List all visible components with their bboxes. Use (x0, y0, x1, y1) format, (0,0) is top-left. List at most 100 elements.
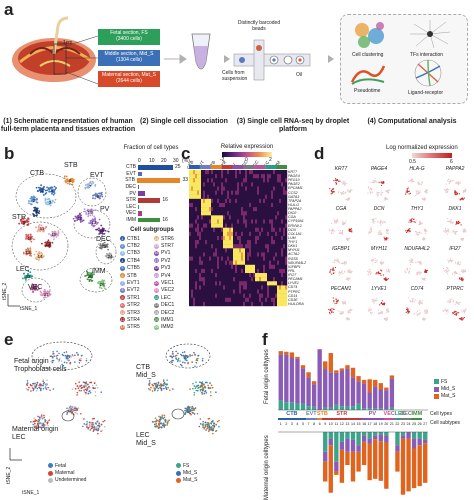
feature-point (383, 262, 385, 264)
heatmap-cell (221, 281, 224, 286)
tsne-point (191, 405, 194, 408)
heatmap-cell (209, 297, 212, 303)
tsne-point (193, 351, 195, 354)
tsne-point (157, 383, 159, 386)
heatmap-cell (195, 219, 198, 224)
heatmap-cell (271, 215, 274, 220)
feature-point (379, 230, 381, 232)
heatmap-cell (249, 227, 252, 233)
heatmap-cell (201, 277, 204, 282)
tsne-point (77, 353, 79, 356)
heatmap-cell (247, 235, 250, 241)
feature-point (421, 303, 424, 305)
tsne-point (54, 198, 57, 201)
feature-point (456, 222, 458, 224)
stacked-bar-segment (356, 381, 361, 404)
feature-point (372, 219, 374, 221)
tsne-point (83, 418, 85, 420)
feature-plot (404, 258, 429, 281)
heatmap-cell (277, 293, 280, 298)
heatmap-cell (273, 248, 276, 253)
heatmap-cell (225, 178, 228, 183)
heatmap-cell (253, 281, 256, 286)
heatmap-cell (283, 227, 286, 233)
tsne-point (55, 355, 58, 357)
heatmap-cell (197, 207, 200, 212)
feature-point (409, 311, 411, 313)
feature-point (408, 193, 410, 195)
tsne-point (25, 278, 27, 281)
heatmap-cell (235, 235, 238, 241)
heatmap-cell (239, 170, 242, 175)
feature-point (345, 261, 347, 263)
feature-point (461, 198, 463, 200)
feature-point (370, 229, 372, 231)
heatmap-cell (257, 240, 260, 245)
heatmap-cell (213, 219, 216, 224)
cluster-outline (15, 173, 77, 219)
heatmap-cell (253, 285, 256, 290)
feature-point (459, 199, 461, 201)
subgroup-name: PV2 (161, 257, 171, 264)
heatmap-cell (257, 285, 260, 290)
heatmap-cell (219, 190, 222, 195)
heatmap-cell (209, 281, 212, 286)
heatmap-cell (207, 178, 210, 183)
feature-point (409, 192, 411, 194)
heatmap-cell (249, 207, 252, 212)
heatmap-cell (215, 186, 218, 191)
heatmap-cell (223, 207, 226, 212)
heatmap-cell (277, 194, 280, 200)
feature-point (458, 263, 460, 265)
heatmap-cell (279, 268, 282, 274)
heatmap-cell (219, 244, 222, 249)
heatmap-cell (223, 297, 226, 303)
feature-point (454, 272, 456, 274)
heatmap-cell (281, 256, 284, 261)
tsne-point (201, 393, 204, 395)
heatmap-cell (237, 202, 240, 208)
tsne-point (57, 230, 60, 233)
feature-point (449, 180, 452, 183)
feature-point (370, 269, 372, 271)
cluster-number: 11 (40, 226, 45, 231)
heatmap-cell (189, 211, 192, 216)
heatmap-cell (223, 277, 226, 282)
stacked-bar-segment (339, 441, 345, 450)
fraction-type-label: IMM (126, 217, 136, 224)
fraction-row: PV (118, 190, 188, 197)
tsne-point (33, 417, 35, 419)
heatmap-cell (201, 207, 204, 212)
cluster-outline (77, 177, 107, 207)
feature-gene-label: MYH11 (370, 246, 388, 252)
feature-point (332, 189, 334, 191)
stacked-bar-segment (345, 365, 350, 369)
feature-point (457, 220, 460, 222)
heatmap-cell (225, 273, 228, 278)
tsne-point (96, 221, 99, 224)
feature-point (375, 217, 377, 219)
heatmap-cell (273, 281, 276, 286)
tsne-point (92, 418, 94, 420)
heatmap-cell (257, 264, 260, 270)
stacked-bar-segment (350, 432, 356, 440)
tsne-point (65, 361, 68, 364)
tsne-point (103, 241, 106, 244)
tsne-point (95, 426, 98, 428)
tsne-point (36, 289, 39, 291)
heatmap-cell (285, 170, 288, 175)
cluster-outline (11, 221, 69, 271)
heatmap-cell (239, 215, 242, 220)
tsne-point (86, 388, 89, 390)
heatmap-cell (283, 293, 286, 298)
tsne-point (38, 386, 40, 389)
heatmap-cell (247, 268, 250, 274)
tsne-point (159, 386, 161, 389)
feature-point (410, 220, 412, 223)
heatmap-cell (283, 178, 286, 183)
tsne-point (105, 243, 108, 246)
heatmap-cell (225, 198, 228, 204)
feature-point (336, 302, 338, 304)
tsne-point (86, 278, 89, 281)
tsne-point (101, 228, 103, 231)
